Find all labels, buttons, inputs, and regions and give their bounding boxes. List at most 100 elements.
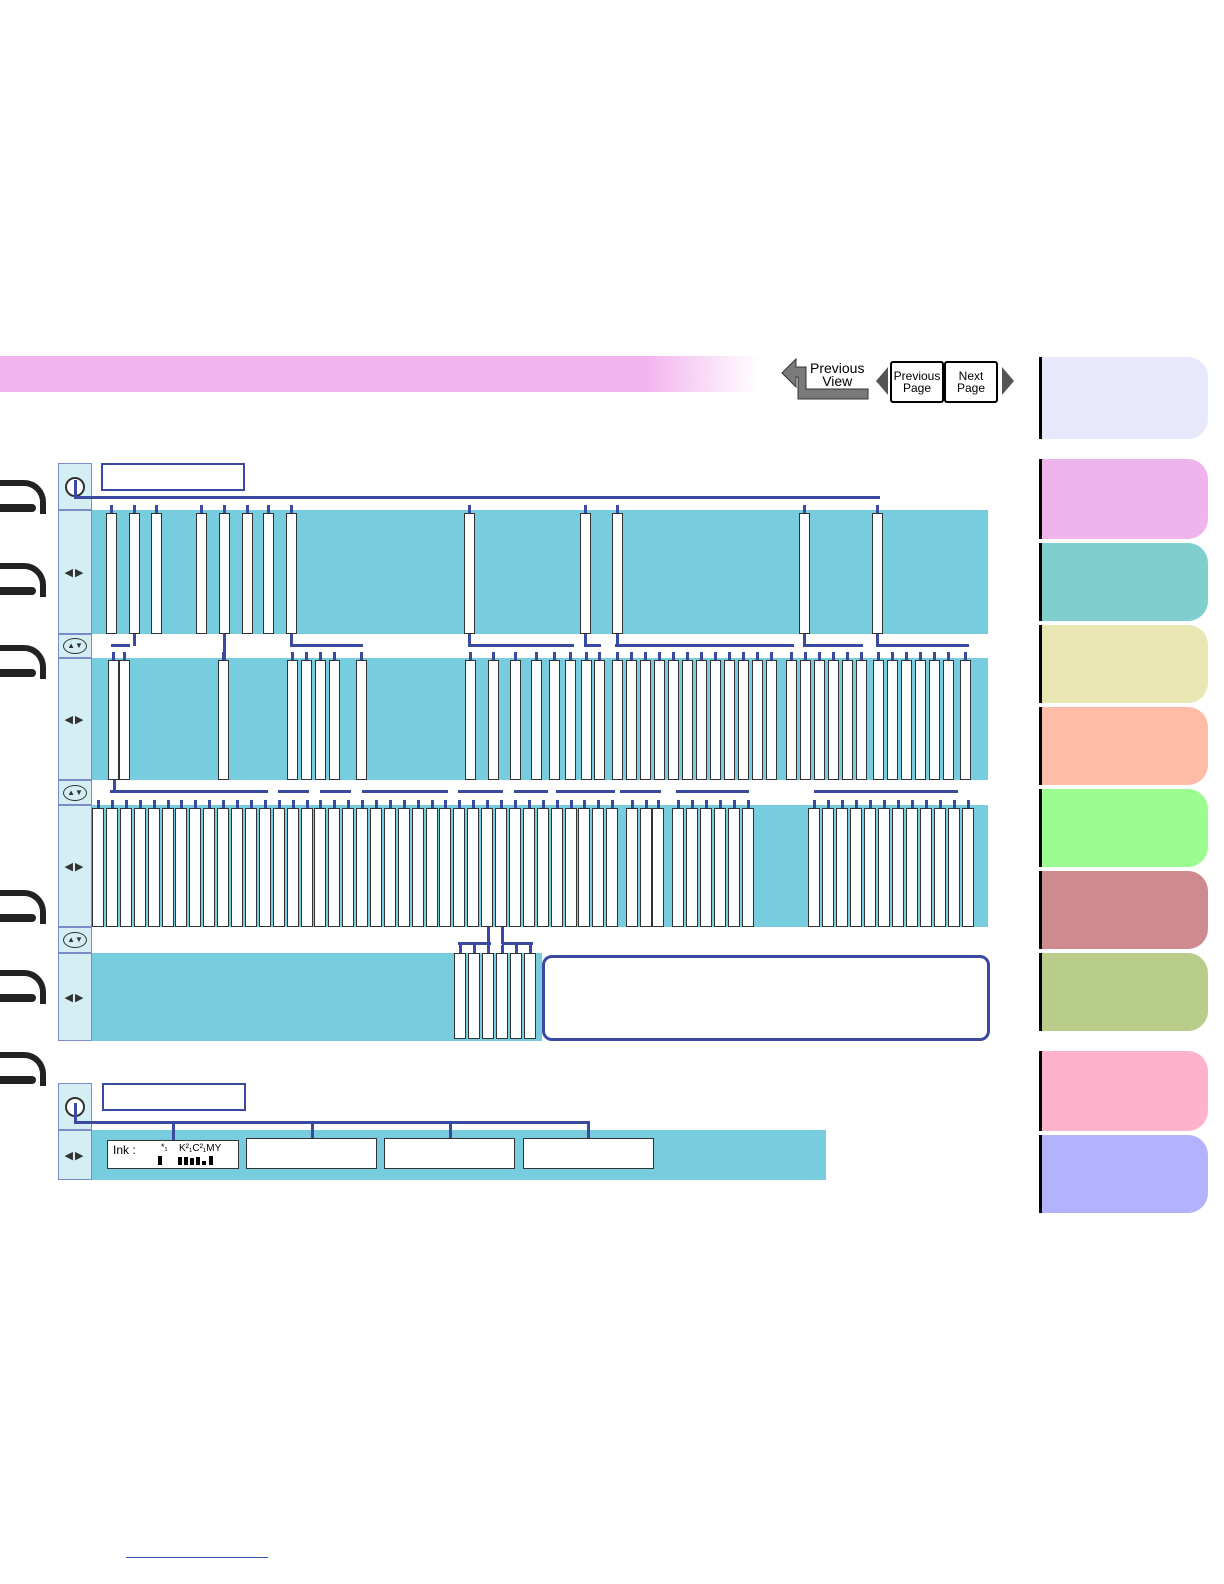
menu-item-box xyxy=(162,808,174,927)
menu-item-box xyxy=(682,660,693,780)
connector-line xyxy=(657,800,660,808)
menu-item-box xyxy=(929,660,940,780)
connector-line xyxy=(223,505,226,513)
menu-item-box xyxy=(668,660,679,780)
section-tab-1[interactable] xyxy=(1042,357,1208,439)
menu-item-box xyxy=(439,808,451,927)
left-arrow-icon[interactable] xyxy=(876,367,888,395)
connector-line xyxy=(360,652,363,660)
menu-item-box xyxy=(510,660,521,780)
connector-line xyxy=(333,800,336,808)
status-display xyxy=(523,1138,654,1169)
menu-item-box xyxy=(329,660,340,780)
connector-line xyxy=(473,945,476,953)
left-right-arrows-icon: ◀▶ xyxy=(64,713,86,726)
connector-line xyxy=(953,800,956,808)
connector-line xyxy=(458,800,461,808)
connector-line xyxy=(905,652,908,660)
section-tab-10[interactable] xyxy=(1042,1135,1208,1213)
connector-line xyxy=(222,800,225,808)
connector-line xyxy=(139,800,142,808)
connector-line xyxy=(645,800,648,808)
connector-line xyxy=(111,644,130,647)
ink-level-bar xyxy=(196,1157,200,1165)
connector-line xyxy=(153,800,156,808)
menu-item-box xyxy=(742,808,754,927)
menu-item-box xyxy=(836,808,848,927)
connector-line xyxy=(756,652,759,660)
menu-item-box xyxy=(800,660,811,780)
connector-line xyxy=(747,800,750,808)
menu-item-box xyxy=(672,808,684,927)
menu-item-box xyxy=(259,808,271,927)
up-down-arrows-icon: ▲▼ xyxy=(63,784,87,801)
section-tab-7[interactable] xyxy=(1042,871,1208,949)
connector-line xyxy=(236,800,239,808)
menu-item-box xyxy=(594,660,605,780)
connector-line xyxy=(827,800,830,808)
menu-item-box xyxy=(119,660,130,780)
menu-item-box xyxy=(496,953,508,1039)
menu-item-box xyxy=(120,808,132,927)
connector-line xyxy=(616,652,619,660)
connector-line xyxy=(803,644,863,647)
connector-line xyxy=(719,800,722,808)
connector-line xyxy=(347,800,350,808)
section-tab-2[interactable] xyxy=(1042,459,1208,539)
previous-view-button[interactable]: Previous View xyxy=(776,357,872,401)
next-page-label: Next Page xyxy=(956,369,986,395)
menu-item-box xyxy=(196,513,207,634)
connector-line xyxy=(700,652,703,660)
connector-line xyxy=(686,652,689,660)
connector-line xyxy=(113,780,116,792)
menu-item-box xyxy=(654,660,665,780)
connector-line xyxy=(180,800,183,808)
menu-item-box xyxy=(612,660,623,780)
connector-line xyxy=(333,652,336,660)
menu-item-box xyxy=(934,808,946,927)
menu-item-box xyxy=(808,808,820,927)
binder-ring-icon xyxy=(0,480,46,514)
menu-item-box xyxy=(509,808,521,927)
connector-line xyxy=(677,800,680,808)
connector-line xyxy=(584,634,587,646)
connector-line xyxy=(246,505,249,513)
menu-item-box xyxy=(524,953,536,1039)
next-page-button[interactable]: Next Page xyxy=(944,361,998,403)
menu-item-box xyxy=(850,808,862,927)
menu-item-box xyxy=(652,808,664,927)
connector-line xyxy=(112,652,115,660)
connector-line xyxy=(570,800,573,808)
section-tab-5[interactable] xyxy=(1042,707,1208,785)
section-tab-3[interactable] xyxy=(1042,543,1208,621)
menu-item-box xyxy=(134,808,146,927)
menu-item-box xyxy=(873,660,884,780)
menu-item-box xyxy=(828,660,839,780)
menu-item-box xyxy=(106,513,117,634)
previous-page-button[interactable]: Previous Page xyxy=(890,361,944,403)
connector-line xyxy=(431,800,434,808)
footer-link[interactable] xyxy=(126,1557,268,1558)
left-right-key-cell: ◀▶ xyxy=(58,1130,92,1180)
menu-item-box xyxy=(864,808,876,927)
connector-line xyxy=(222,652,225,660)
menu-item-box xyxy=(551,808,563,927)
connector-line xyxy=(472,800,475,808)
menu-item-box xyxy=(960,660,971,780)
section-tab-8[interactable] xyxy=(1042,953,1208,1031)
section-tab-4[interactable] xyxy=(1042,625,1208,703)
section-tab-9[interactable] xyxy=(1042,1051,1208,1131)
connector-line xyxy=(500,800,503,808)
connector-line xyxy=(306,800,309,808)
binder-ring-icon xyxy=(0,563,46,597)
section-tab-6[interactable] xyxy=(1042,789,1208,867)
right-arrow-icon[interactable] xyxy=(1002,367,1014,395)
connector-line xyxy=(468,634,471,646)
menu-item-box xyxy=(482,953,494,1039)
connector-line xyxy=(528,800,531,808)
menu-item-box xyxy=(523,808,535,927)
menu-item-box xyxy=(626,660,637,780)
connector-line xyxy=(305,652,308,660)
connector-line xyxy=(790,652,793,660)
menu-item-box xyxy=(537,808,549,927)
